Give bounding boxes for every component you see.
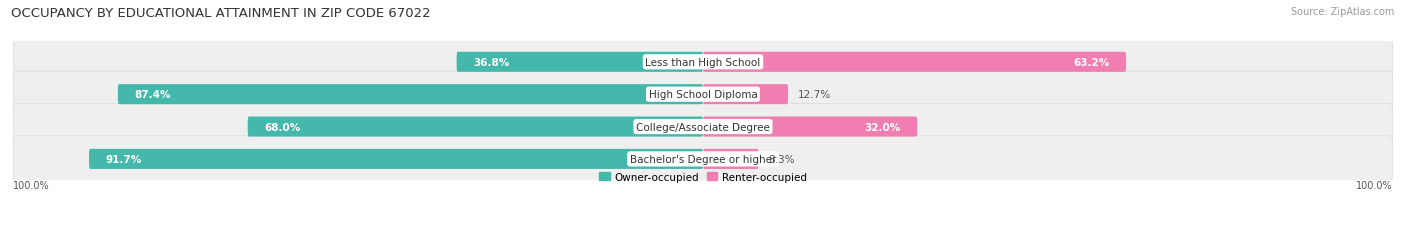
Text: Bachelor's Degree or higher: Bachelor's Degree or higher: [630, 154, 776, 164]
Text: Less than High School: Less than High School: [645, 58, 761, 67]
Text: 100.0%: 100.0%: [1355, 180, 1392, 190]
FancyBboxPatch shape: [457, 52, 703, 73]
Text: Source: ZipAtlas.com: Source: ZipAtlas.com: [1291, 7, 1395, 17]
FancyBboxPatch shape: [703, 149, 759, 169]
Text: 100.0%: 100.0%: [14, 180, 51, 190]
Text: 63.2%: 63.2%: [1073, 58, 1109, 67]
FancyBboxPatch shape: [703, 85, 787, 105]
Text: High School Diploma: High School Diploma: [648, 90, 758, 100]
Text: 87.4%: 87.4%: [135, 90, 172, 100]
FancyBboxPatch shape: [14, 40, 1392, 85]
FancyBboxPatch shape: [118, 85, 703, 105]
FancyBboxPatch shape: [14, 72, 1392, 118]
Text: OCCUPANCY BY EDUCATIONAL ATTAINMENT IN ZIP CODE 67022: OCCUPANCY BY EDUCATIONAL ATTAINMENT IN Z…: [11, 7, 430, 20]
FancyBboxPatch shape: [247, 117, 703, 137]
Text: 91.7%: 91.7%: [105, 154, 142, 164]
FancyBboxPatch shape: [89, 149, 703, 169]
FancyBboxPatch shape: [703, 117, 917, 137]
Text: 8.3%: 8.3%: [769, 154, 796, 164]
Text: 32.0%: 32.0%: [865, 122, 900, 132]
Text: 12.7%: 12.7%: [799, 90, 831, 100]
Text: College/Associate Degree: College/Associate Degree: [636, 122, 770, 132]
FancyBboxPatch shape: [14, 136, 1392, 182]
Text: 36.8%: 36.8%: [474, 58, 509, 67]
FancyBboxPatch shape: [703, 52, 1126, 73]
Legend: Owner-occupied, Renter-occupied: Owner-occupied, Renter-occupied: [599, 172, 807, 182]
FancyBboxPatch shape: [14, 104, 1392, 150]
Text: 68.0%: 68.0%: [264, 122, 301, 132]
